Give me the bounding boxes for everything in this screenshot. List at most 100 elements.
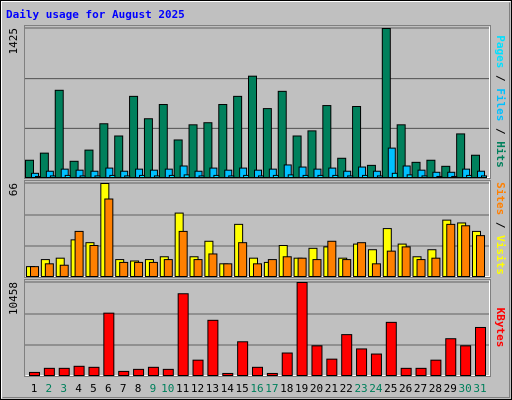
legend-separator: / (494, 68, 507, 88)
bar (218, 104, 228, 178)
bar (248, 75, 257, 178)
bar (456, 133, 466, 178)
x-tick-label: 19 (295, 382, 308, 395)
bar (119, 261, 129, 277)
bar (327, 240, 337, 277)
legend-entry: Sites (494, 182, 507, 215)
bar (266, 372, 278, 377)
bar (396, 124, 406, 179)
x-tick-label: 24 (369, 382, 383, 395)
bar (223, 263, 233, 277)
bar (158, 104, 168, 178)
bar (362, 174, 369, 178)
x-tick-label: 9 (150, 382, 157, 395)
bar (272, 174, 279, 178)
x-tick-label: 31 (473, 382, 486, 395)
bar (148, 261, 158, 277)
x-tick-label: 30 (459, 382, 472, 395)
legend-entry: Hits (494, 141, 507, 168)
bar (153, 175, 160, 179)
legend-separator: / (494, 215, 507, 235)
bar (357, 242, 367, 278)
bar (436, 175, 443, 179)
bar (162, 368, 174, 376)
bar (89, 245, 99, 277)
bar (183, 174, 190, 179)
bar (445, 338, 457, 377)
bar (178, 230, 188, 277)
bar (296, 282, 308, 376)
bar (431, 257, 441, 278)
bar (124, 175, 131, 179)
x-tick-label: 8 (135, 382, 142, 395)
bar (208, 253, 218, 277)
x-tick-label: 17 (265, 382, 278, 395)
bar (118, 370, 130, 377)
bar (370, 353, 382, 376)
bar (326, 358, 338, 377)
bar (238, 242, 248, 278)
bar (267, 259, 277, 278)
bar (64, 174, 71, 178)
bar (114, 135, 124, 178)
x-tick-label: 21 (325, 382, 338, 395)
bar (59, 264, 69, 277)
x-tick-label: 10 (161, 382, 174, 395)
bar (177, 293, 189, 376)
legend: KBytes (494, 308, 507, 348)
bar (139, 174, 146, 178)
bar (44, 263, 54, 277)
x-tick-label: 20 (310, 382, 323, 395)
bar (342, 259, 352, 278)
x-tick-label: 28 (429, 382, 442, 395)
bar (471, 154, 480, 179)
chart-title: Daily usage for August 2025 (6, 8, 185, 21)
legend-entry: Files (494, 88, 507, 121)
bar (277, 90, 287, 178)
bar (475, 326, 486, 377)
bar (347, 175, 354, 179)
bar (94, 175, 101, 179)
bar (133, 368, 145, 376)
bar (253, 263, 262, 277)
x-tick-label: 18 (280, 382, 293, 395)
x-tick-label: 13 (206, 382, 219, 395)
bar (203, 122, 213, 178)
bar (29, 371, 40, 376)
bar (109, 174, 116, 178)
panel (24, 279, 491, 377)
bar (243, 174, 250, 178)
bar (35, 175, 41, 179)
bar (401, 246, 411, 277)
bar (476, 235, 485, 278)
bar (356, 348, 368, 376)
legend-entry: Visits (494, 235, 507, 275)
bar (337, 157, 347, 178)
bar (207, 319, 219, 377)
x-tick-label: 29 (444, 382, 457, 395)
bar (104, 198, 114, 277)
bar (352, 106, 362, 178)
bar (307, 130, 317, 178)
bar (421, 175, 428, 179)
bar (385, 321, 397, 377)
bar (30, 266, 39, 277)
x-tick-label: 11 (176, 382, 189, 395)
bar (233, 95, 243, 178)
bar (481, 175, 487, 179)
bar (322, 105, 332, 178)
x-tick-label: 5 (90, 382, 97, 395)
x-tick-label: 23 (354, 382, 367, 395)
x-tick-label: 16 (250, 382, 263, 395)
legend: Pages / Files / Hits (494, 35, 507, 168)
bar (74, 230, 84, 277)
bar (168, 174, 175, 178)
bar (297, 257, 307, 278)
x-tick-label: 1 (31, 382, 38, 395)
bar (252, 366, 263, 376)
bar (198, 175, 205, 179)
bar (332, 174, 339, 178)
